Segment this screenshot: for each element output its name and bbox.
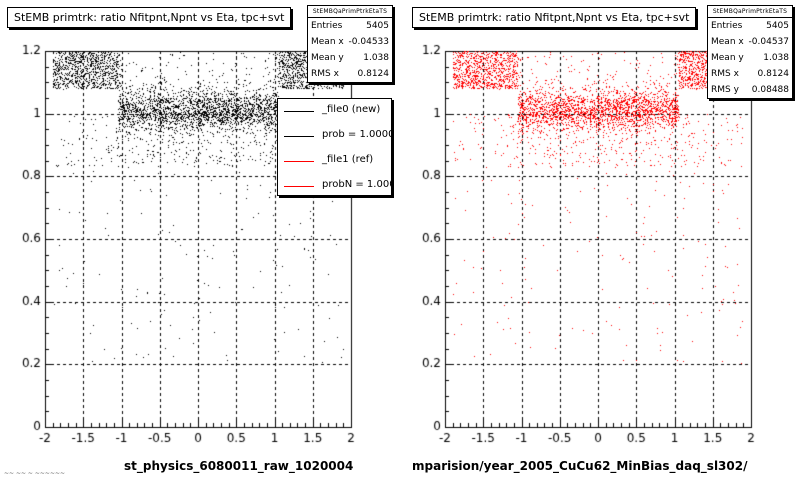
corner-text: ~~ ~~ ~ ~~~~~~ <box>4 470 66 477</box>
left-stats-row-rmsx: RMS x 0.8124 <box>311 69 389 79</box>
left-stats-row-meany: Mean y 1.038 <box>311 53 389 63</box>
right-stats-row-meanx: Mean x -0.04537 <box>711 37 789 47</box>
left-legend: _file0 (new) prob = 1.000000 _file1 (ref… <box>277 98 392 196</box>
legend-entry-probn: probN = 1.000000 <box>278 174 391 195</box>
legend-entry-prob: prob = 1.000000 <box>278 124 391 149</box>
right-stats-box: StEMBQaPrimPtrkEtaTS Entries 5405 Mean x-… <box>707 5 793 99</box>
legend-entry-file0: _file0 (new) <box>278 99 391 124</box>
left-stats-row-meanx: Mean x -0.04533 <box>311 37 389 47</box>
right-x-axis-label: mparision/year_2005_CuCu62_MinBias_daq_s… <box>412 459 748 473</box>
left-stats-name: StEMBQaPrimPtrkEtaTS <box>308 6 392 18</box>
right-stats-row-rmsx: RMS x 0.8124 <box>711 69 789 79</box>
left-plot-title: StEMB primtrk: ratio Nfitpnt,Npnt vs Eta… <box>7 7 292 28</box>
left-x-axis-label: st_physics_6080011_raw_1020004 <box>124 459 354 473</box>
right-stats-name: StEMBQaPrimPtrkEtaTS <box>708 6 792 18</box>
legend-entry-file1: _file1 (ref) <box>278 149 391 174</box>
right-stats-row-rmsy: RMS y 0.08488 <box>711 85 789 95</box>
left-stats-row-entries: Entries 5405 <box>311 21 389 31</box>
left-stats-box: StEMBQaPrimPtrkEtaTS Entries 5405 Mean x-… <box>307 5 393 83</box>
right-plot-title: StEMB primtrk: ratio Nfitpnt,Npnt vs Eta… <box>412 7 697 28</box>
right-stats-row-entries: Entries 5405 <box>711 21 789 31</box>
right-stats-row-meany: Mean y 1.038 <box>711 53 789 63</box>
